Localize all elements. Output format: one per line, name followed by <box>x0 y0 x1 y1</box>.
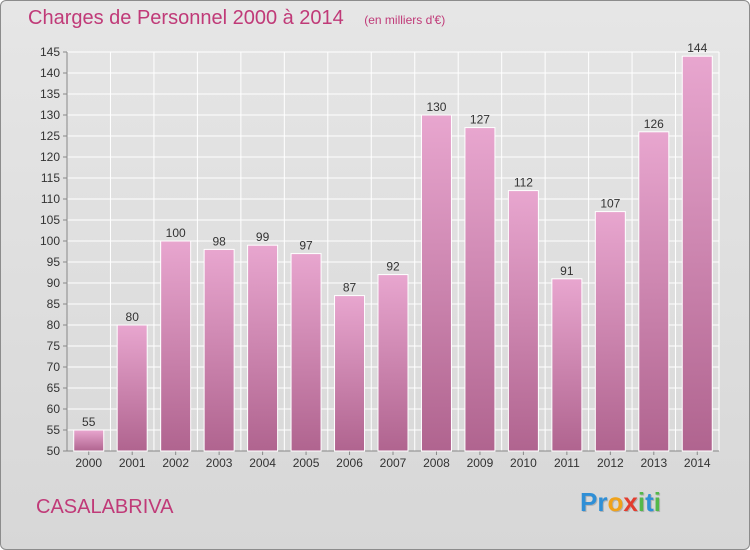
bar <box>334 295 366 452</box>
data-label: 130 <box>426 100 446 114</box>
data-labels: 55 80 100 98 99 97 87 92 130 127 112 91 107 126 144 <box>82 41 708 429</box>
data-label: 126 <box>644 117 664 131</box>
axes: 50 55 60 65 70 75 80 85 90 95 100 105 110 115 120 125 13… <box>40 45 719 470</box>
bar <box>247 244 279 452</box>
bars <box>73 55 713 452</box>
x-tick-label: 2007 <box>380 456 407 470</box>
data-label: 97 <box>299 239 313 253</box>
y-tick-label: 75 <box>47 339 61 353</box>
x-tick-label: 2008 <box>423 456 450 470</box>
x-tick-label: 2001 <box>119 456 146 470</box>
y-tick-label: 85 <box>47 297 61 311</box>
x-tick-label: 2010 <box>510 456 537 470</box>
proxiti-logo: Proxiti <box>580 487 661 518</box>
logo-letter: P <box>580 487 598 517</box>
bar <box>73 429 105 452</box>
x-tick-label: 2003 <box>206 456 233 470</box>
x-tick-label: 2013 <box>640 456 667 470</box>
data-label: 144 <box>687 41 707 55</box>
y-tick-label: 70 <box>47 360 61 374</box>
bar <box>116 324 148 452</box>
bar <box>160 240 192 452</box>
x-tick-label: 2014 <box>684 456 711 470</box>
y-tick-label: 100 <box>40 234 60 248</box>
y-tick-label: 50 <box>47 444 61 458</box>
bar <box>681 55 713 452</box>
data-label: 87 <box>343 281 357 295</box>
y-tick-label: 115 <box>41 171 60 185</box>
y-tick-label: 80 <box>47 318 61 332</box>
x-tick-label: 2009 <box>467 456 494 470</box>
y-tick-label: 65 <box>47 381 61 395</box>
data-label: 98 <box>212 234 226 248</box>
x-tick-label: 2012 <box>597 456 624 470</box>
title-row: Charges de Personnel 2000 à 2014 (en mil… <box>28 7 445 30</box>
bar <box>551 278 583 452</box>
x-tick-label: 2004 <box>249 456 276 470</box>
data-label: 92 <box>386 260 400 274</box>
chart-subtitle: (en milliers d'€) <box>364 13 446 27</box>
y-tick-label: 125 <box>40 129 60 143</box>
bar <box>290 253 322 452</box>
logo-letter: t <box>645 487 654 517</box>
logo-letter: r <box>597 487 608 517</box>
data-label: 55 <box>82 415 96 429</box>
bar <box>203 248 235 452</box>
logo-letter: o <box>607 487 624 517</box>
y-tick-label: 135 <box>40 87 60 101</box>
commune-name: CASALABRIVA <box>36 496 174 518</box>
y-tick-label: 90 <box>47 276 61 290</box>
logo-letter: i <box>637 487 646 517</box>
y-tick-label: 120 <box>40 150 60 164</box>
y-tick-label: 105 <box>40 213 60 227</box>
chart-title: Charges de Personnel 2000 à 2014 <box>28 7 344 29</box>
data-label: 100 <box>166 226 186 240</box>
x-tick-label: 2002 <box>162 456 189 470</box>
logo-letter: i <box>653 487 661 517</box>
bar <box>507 190 539 452</box>
x-tick-label: 2006 <box>336 456 363 470</box>
logo-letter: x <box>623 487 638 517</box>
y-tick-label: 60 <box>47 402 61 416</box>
y-tick-label: 145 <box>40 45 60 59</box>
y-tick-label: 130 <box>40 108 60 122</box>
x-tick-label: 2005 <box>293 456 320 470</box>
data-label: 112 <box>514 176 533 190</box>
data-label: 127 <box>470 113 490 127</box>
bar <box>638 131 670 452</box>
y-tick-label: 95 <box>47 255 61 269</box>
bar <box>377 274 409 452</box>
data-label: 80 <box>126 310 140 324</box>
bar <box>420 114 452 452</box>
bar <box>594 211 626 452</box>
data-label: 91 <box>560 264 574 278</box>
y-tick-label: 140 <box>40 66 60 80</box>
y-tick-label: 110 <box>41 192 60 206</box>
data-label: 107 <box>600 197 620 211</box>
x-tick-label: 2000 <box>75 456 102 470</box>
x-tick-label: 2011 <box>554 456 580 470</box>
y-tick-label: 55 <box>47 423 61 437</box>
bar <box>464 127 496 452</box>
data-label: 99 <box>256 230 270 244</box>
